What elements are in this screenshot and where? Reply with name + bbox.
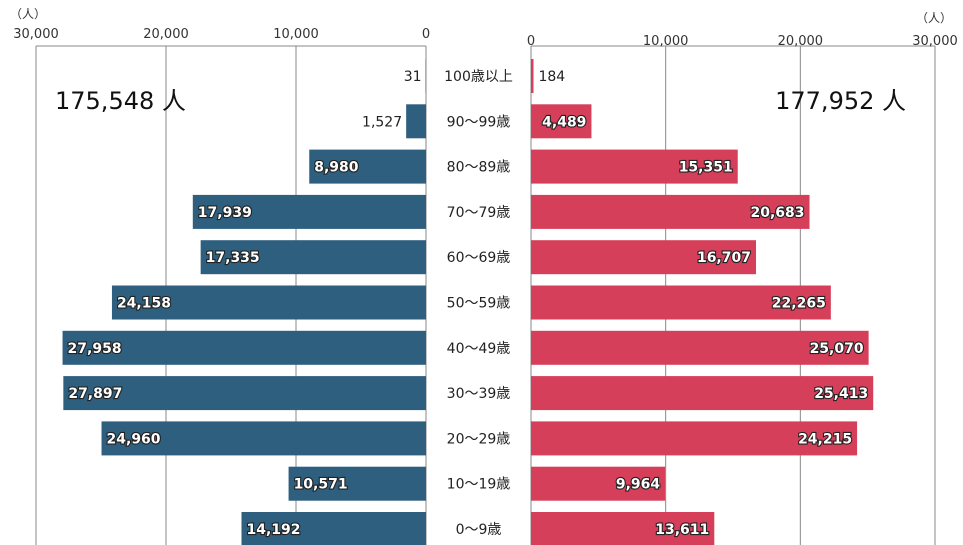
right-tick-label: 20,000 (778, 34, 824, 49)
right-bar-label: 16,707 (697, 250, 751, 266)
right-bar (531, 330, 869, 365)
left-unit-label: （人） (10, 7, 46, 21)
age-category-label: 60～69歳 (447, 250, 511, 266)
age-category-label: 70～79歳 (447, 205, 511, 221)
left-bar (63, 376, 427, 411)
right-bar (531, 240, 756, 275)
left-bar (62, 330, 427, 365)
right-bar (531, 421, 858, 456)
right-bar-label: 4,489 (542, 114, 586, 130)
right-bar-label: 15,351 (679, 160, 733, 176)
right-tick-label: 30,000 (912, 34, 958, 49)
left-bar-label: 27,958 (68, 341, 122, 357)
left-tick-label: 0 (422, 27, 430, 42)
right-tick-label: 10,000 (643, 34, 689, 49)
left-bar-label: 1,527 (362, 114, 402, 130)
left-bar (406, 104, 426, 139)
left-bar-label: 31 (404, 69, 422, 85)
left-bar-label: 10,571 (294, 477, 348, 493)
left-total-label: 175,548 人 (55, 87, 186, 115)
left-bar-label: 17,335 (206, 250, 260, 266)
left-bar (101, 421, 427, 456)
right-bar (531, 149, 738, 184)
age-category-label: 40～49歳 (447, 341, 511, 357)
right-bar (531, 512, 715, 545)
age-category-label: 0～9歳 (456, 522, 502, 538)
left-tick-label: 10,000 (273, 27, 319, 42)
right-bar (531, 466, 666, 501)
left-bar (192, 194, 426, 229)
age-category-label: 50～59歳 (447, 296, 511, 312)
right-tick-label: 0 (527, 34, 535, 49)
right-bar-label: 184 (538, 69, 565, 85)
left-bar (111, 285, 427, 320)
age-category-label: 30～39歳 (447, 386, 511, 402)
right-bar-label: 25,070 (810, 341, 864, 357)
right-bar-label: 9,964 (616, 477, 661, 493)
left-bar (309, 149, 426, 184)
axis-ticks: 30,000 20,000 10,000 0 0 10,000 20,000 30,000 （人… (10, 7, 958, 49)
age-category-label: 80～89歳 (447, 160, 511, 176)
left-bar-label: 14,192 (247, 522, 301, 538)
left-bar-label: 8,980 (314, 160, 359, 176)
age-category-label: 100歳以上 (444, 69, 513, 85)
right-bar-label: 13,611 (655, 522, 709, 538)
right-bar (531, 104, 592, 139)
left-bar-label: 24,960 (107, 431, 161, 447)
right-bar-label: 24,215 (798, 431, 852, 447)
left-bar (288, 466, 426, 501)
left-bar (200, 240, 426, 275)
right-bar-label: 25,413 (814, 386, 868, 402)
left-tick-label: 30,000 (13, 27, 59, 42)
left-tick-label: 20,000 (143, 27, 189, 42)
left-bar-label: 17,939 (198, 205, 252, 221)
right-bar (531, 285, 831, 320)
right-bar (531, 59, 534, 93)
right-bar-label: 22,265 (772, 296, 826, 312)
bar-labels: 31 184 1,527 4,489 8,980 15,351 17,939 20,683 17… (66, 69, 869, 539)
age-category-label: 20～29歳 (447, 431, 511, 447)
left-bar-label: 24,158 (117, 296, 171, 312)
age-category-label: 10～19歳 (447, 477, 511, 493)
left-bar (241, 512, 426, 545)
right-bar (531, 194, 810, 229)
right-unit-label: （人） (916, 11, 952, 25)
right-bar (531, 376, 874, 411)
category-labels: 100歳以上 90～99歳 80～89歳 70～79歳 60～69歳 50～59歳 40～4… (444, 69, 513, 538)
right-bar-label: 20,683 (750, 205, 804, 221)
left-bar-label: 27,897 (68, 386, 122, 402)
age-category-label: 90～99歳 (447, 114, 511, 130)
right-total-label: 177,952 人 (775, 87, 906, 115)
bars (62, 59, 874, 545)
